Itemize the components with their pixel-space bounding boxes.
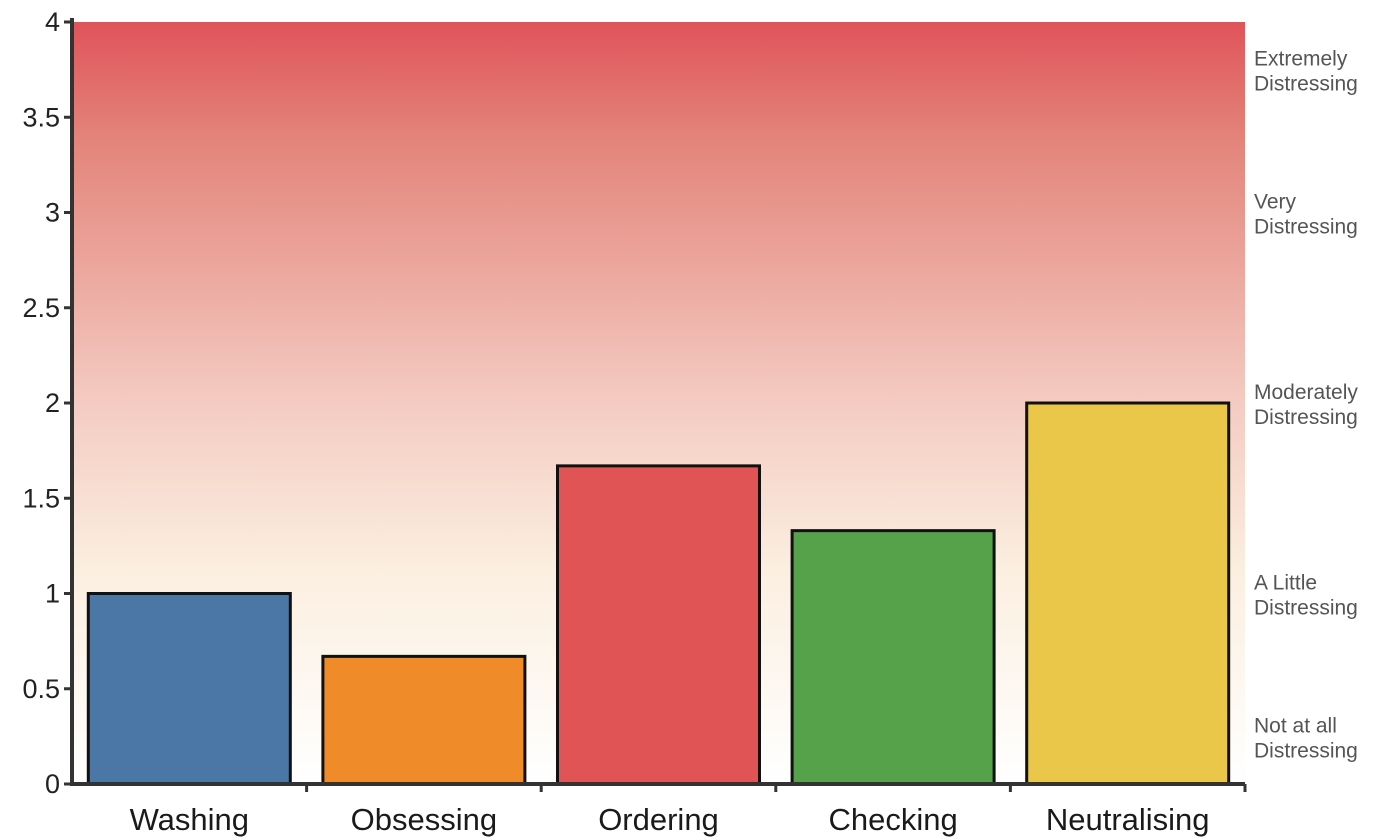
y-tick-label: 0 bbox=[45, 769, 60, 799]
distress-level-label: Not at all Distressing bbox=[1254, 714, 1358, 762]
x-category-label: Obsessing bbox=[351, 802, 497, 837]
x-axis-labels: Washing Obsessing Ordering Checking Neutrali… bbox=[130, 784, 1247, 837]
distress-level-label: A Little Distressing bbox=[1254, 572, 1358, 620]
bar-checking bbox=[790, 529, 996, 786]
distress-level-labels: Not at all Distressing A Little Distressing… bbox=[1254, 48, 1358, 763]
y-tick-label: 1 bbox=[45, 579, 60, 609]
bars-group bbox=[86, 401, 1231, 786]
x-category-label: Neutralising bbox=[1046, 802, 1210, 837]
bar-obsessing bbox=[321, 654, 527, 786]
bar-washing bbox=[86, 592, 292, 786]
distress-level-label: Very Distressing bbox=[1254, 191, 1358, 239]
bar-neutralising bbox=[1025, 401, 1231, 786]
y-tick-label: 2 bbox=[45, 388, 60, 418]
distress-level-label: Moderately Distressing bbox=[1254, 381, 1358, 429]
x-category-label: Checking bbox=[828, 802, 957, 837]
y-tick-label: 3.5 bbox=[22, 102, 60, 132]
y-tick-label: 4 bbox=[45, 7, 60, 37]
x-category-label: Washing bbox=[130, 802, 249, 837]
x-category-label: Ordering bbox=[598, 802, 719, 837]
y-axis-ticks: 0 0.5 1 1.5 2 2.5 3 3.5 4 bbox=[22, 7, 72, 799]
distress-level-label: Extremely Distressing bbox=[1254, 48, 1358, 96]
y-tick-label: 0.5 bbox=[22, 674, 60, 704]
y-tick-label: 1.5 bbox=[22, 483, 60, 513]
bar-ordering bbox=[556, 464, 761, 786]
y-tick-label: 2.5 bbox=[22, 293, 60, 323]
y-tick-label: 3 bbox=[45, 198, 60, 228]
